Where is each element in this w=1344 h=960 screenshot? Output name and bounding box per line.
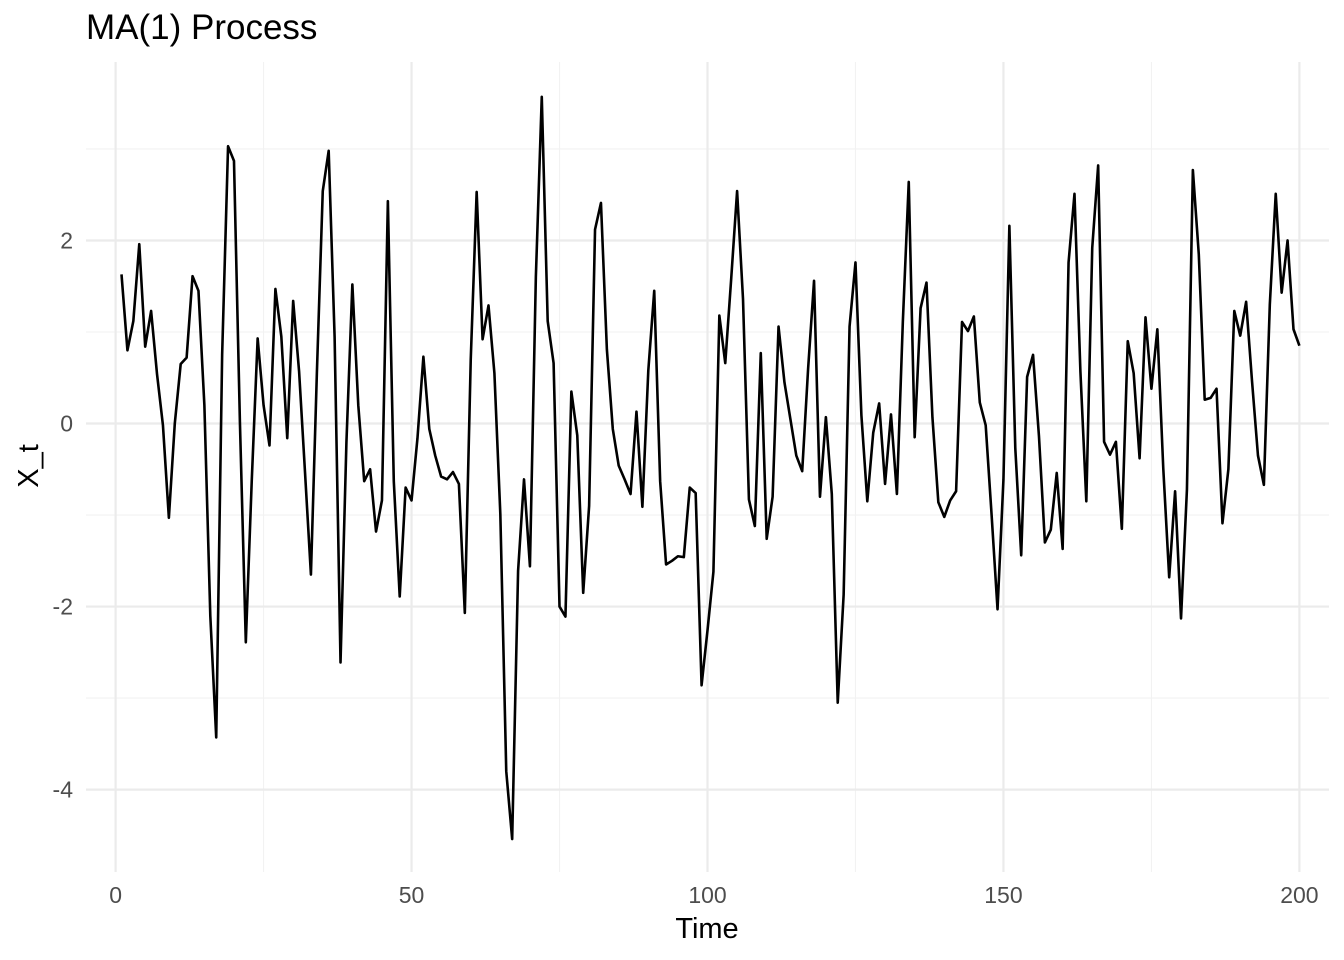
x-axis-tick-labels: 0 50 100 150 200 <box>109 882 1318 908</box>
x-tick-label: 200 <box>1280 882 1318 908</box>
x-tick-label: 0 <box>109 882 122 908</box>
x-axis-title: Time <box>675 913 738 945</box>
series-line-x-t <box>120 95 1301 841</box>
x-tick-label: 50 <box>399 882 425 908</box>
x-tick-label: 150 <box>984 882 1022 908</box>
x-tick-label: 100 <box>688 882 726 908</box>
y-tick-label: -2 <box>53 594 73 620</box>
y-axis-tick-labels: -4 -2 0 2 <box>53 227 74 802</box>
chart-title: MA(1) Process <box>86 8 317 47</box>
major-gridlines <box>86 62 1329 872</box>
y-tick-label: 2 <box>60 227 73 253</box>
y-axis-title: X_t <box>13 444 45 488</box>
y-tick-label: -4 <box>53 777 74 803</box>
y-tick-label: 0 <box>60 411 73 437</box>
